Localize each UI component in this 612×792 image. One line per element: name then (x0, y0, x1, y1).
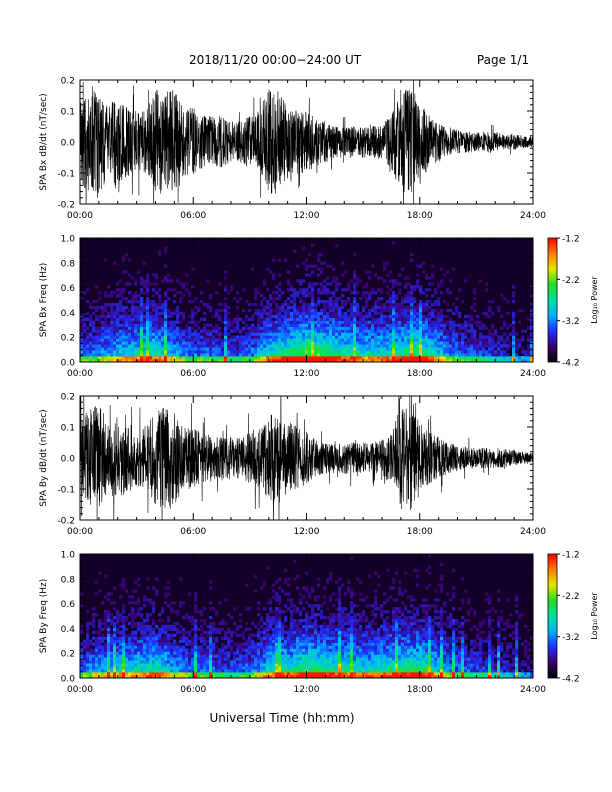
y-tick-label-1-2: 0.6 (61, 284, 76, 294)
x-tick-label-3-4: 24:00 (520, 685, 546, 695)
x-tick-label-0-0: 00:00 (67, 211, 93, 221)
ticks-2 (79, 395, 534, 521)
y-tick-label-3-1: 0.8 (61, 575, 76, 585)
x-tick-label-1-3: 18:00 (407, 369, 433, 379)
colorbar-tick-label-1-2: -3.2 (562, 317, 580, 327)
y-axis-label-0: SPA Bx dB/dt (nT/sec) (39, 93, 49, 190)
colorbar-1 (547, 237, 558, 363)
x-tick-label-2-3: 18:00 (407, 527, 433, 537)
spectrogram-cells-1 (80, 238, 534, 363)
waveform-series-2 (80, 396, 533, 520)
y-tick-label-1-0: 1.0 (61, 235, 76, 245)
y-tick-label-0-0: 0.2 (61, 77, 75, 87)
spectrogram-cells-3 (80, 554, 534, 679)
page-number: Page 1/1 (477, 53, 529, 67)
y-tick-label-2-4: -0.2 (57, 517, 75, 527)
x-tick-label-2-4: 24:00 (520, 527, 546, 537)
x-tick-label-1-0: 00:00 (67, 369, 93, 379)
y-tick-label-0-2: 0.0 (61, 139, 76, 149)
y-axis-label-3: SPA By Freq (Hz) (39, 579, 49, 654)
y-tick-label-3-0: 1.0 (61, 551, 76, 561)
y-tick-label-0-1: 0.1 (61, 108, 75, 118)
figure-title: 2018/11/20 00:00−24:00 UT (189, 53, 362, 67)
x-tick-label-2-0: 00:00 (67, 527, 93, 537)
panels: SPA Bx dB/dt (nT/sec)0.20.10.0-0.1-0.200… (39, 77, 599, 696)
colorbar-tick-label-3-3: -4.2 (562, 675, 580, 685)
ticks-3 (79, 553, 534, 679)
colorbar-tick-label-1-3: -4.2 (562, 359, 580, 369)
x-tick-label-1-2: 12:00 (294, 369, 320, 379)
y-tick-label-2-1: 0.1 (61, 424, 75, 434)
y-tick-label-2-0: 0.2 (61, 393, 75, 403)
x-tick-label-3-2: 12:00 (294, 685, 320, 695)
colorbar-tick-label-3-1: -2.2 (562, 592, 580, 602)
y-tick-label-1-3: 0.4 (61, 309, 76, 319)
x-tick-label-0-4: 24:00 (520, 211, 546, 221)
waveform-series-0 (80, 80, 533, 204)
x-tick-label-1-1: 06:00 (180, 369, 206, 379)
ticks-1 (79, 237, 534, 363)
x-tick-label-0-1: 06:00 (180, 211, 206, 221)
x-tick-label-1-4: 24:00 (520, 369, 546, 379)
x-tick-label-3-1: 06:00 (180, 685, 206, 695)
x-tick-label-2-2: 12:00 (294, 527, 320, 537)
colorbar-label-3: Log₁₀ Power (590, 592, 599, 640)
colorbar-tick-label-3-2: -3.2 (562, 633, 580, 643)
x-tick-label-0-3: 18:00 (407, 211, 433, 221)
y-axis-label-1: SPA Bx Freq (Hz) (39, 263, 49, 338)
x-tick-label-3-3: 18:00 (407, 685, 433, 695)
colorbar-tick-label-3-0: -1.2 (562, 551, 580, 561)
y-tick-label-2-3: -0.1 (57, 486, 75, 496)
colorbar-label-1: Log₁₀ Power (590, 276, 599, 324)
colorbar-tick-label-1-0: -1.2 (562, 235, 580, 245)
y-tick-label-3-4: 0.2 (61, 650, 75, 660)
y-tick-label-1-1: 0.8 (61, 259, 76, 269)
y-tick-label-3-3: 0.4 (61, 625, 76, 635)
x-tick-label-3-0: 00:00 (67, 685, 93, 695)
x-tick-label-0-2: 12:00 (294, 211, 320, 221)
y-tick-label-3-2: 0.6 (61, 600, 76, 610)
y-tick-label-0-4: -0.2 (57, 201, 75, 211)
y-tick-label-3-5: 0.0 (61, 675, 76, 685)
ticks-0 (79, 79, 534, 205)
y-tick-label-0-3: -0.1 (57, 170, 75, 180)
y-axis-label-2: SPA By dB/dt (nT/sec) (39, 409, 49, 506)
y-tick-label-1-4: 0.2 (61, 334, 75, 344)
colorbar-tick-label-1-1: -2.2 (562, 276, 580, 286)
colorbar-3 (547, 553, 558, 679)
y-tick-label-2-2: 0.0 (61, 455, 76, 465)
x-tick-label-2-1: 06:00 (180, 527, 206, 537)
x-axis-title: Universal Time (hh:mm) (209, 711, 354, 725)
y-tick-label-1-5: 0.0 (61, 359, 76, 369)
